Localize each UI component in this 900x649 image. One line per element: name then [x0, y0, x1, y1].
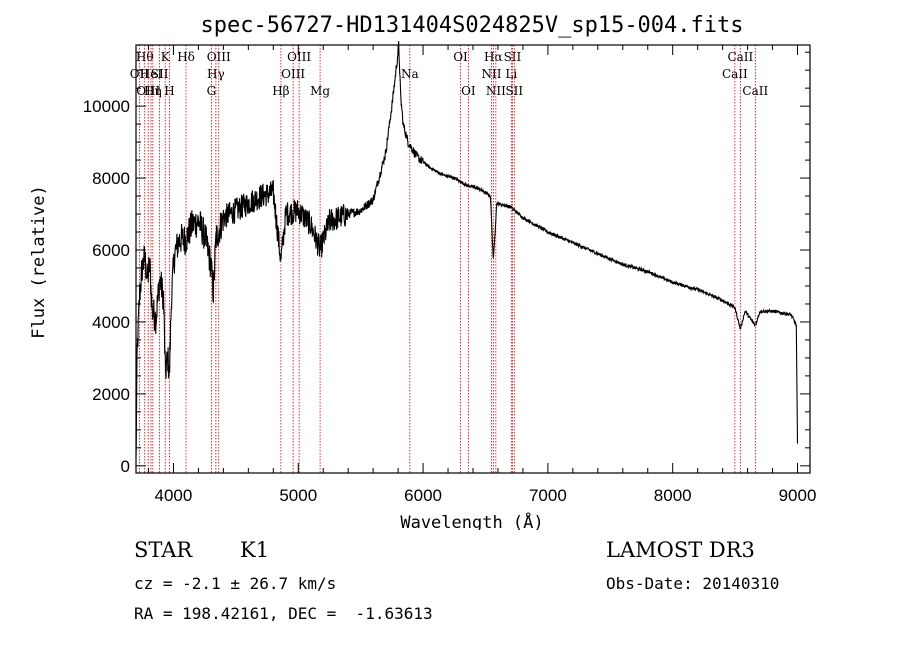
- line-marker-label: Hγ: [207, 67, 225, 81]
- line-marker-label: CaII: [727, 50, 753, 64]
- line-marker-label: SII: [151, 67, 169, 81]
- line-marker-label: G: [207, 84, 217, 98]
- line-marker-label: Hη: [144, 84, 162, 98]
- plot-frame: [135, 44, 811, 474]
- survey-name: LAMOST DR3: [606, 538, 755, 562]
- line-marker-label: K: [161, 50, 171, 64]
- spectrum-chart: spec-56727-HD131404S024825V_sp15-004.fit…: [29, 13, 817, 530]
- line-marker-label: NII: [481, 67, 501, 81]
- y-tick-label: 2000: [92, 385, 130, 404]
- x-axis-label: Wavelength (Å): [400, 511, 543, 530]
- y-axis-label: Flux (relative): [29, 185, 49, 339]
- line-marker-label: Hθ: [136, 50, 154, 64]
- object-subclass: K1: [240, 538, 270, 562]
- line-marker-label: OIII: [287, 50, 311, 64]
- line-marker-label: OIII: [136, 84, 160, 98]
- line-marker-label: OIII: [281, 67, 305, 81]
- line-marker-label: Li: [505, 67, 517, 81]
- line-marker-label: H: [164, 84, 174, 98]
- x-tick-label: 4000: [155, 486, 193, 505]
- x-tick-label: 9000: [779, 486, 817, 505]
- x-tick-label: 6000: [404, 486, 442, 505]
- x-tick-label: 8000: [654, 486, 692, 505]
- line-marker-label: Hβ: [272, 84, 289, 98]
- line-marker-label: Hα: [484, 50, 503, 64]
- y-tick-label: 8000: [92, 169, 130, 188]
- line-marker-label: OI: [461, 84, 476, 98]
- line-marker-label: SII: [505, 84, 523, 98]
- y-tick-label: 6000: [92, 241, 130, 260]
- emission-line-markers: OIIHθOIIIHηHeISIIKHHδGHγOIIIHβOIIIOIIIMg…: [130, 45, 768, 473]
- line-marker-label: Na: [401, 67, 419, 81]
- redshift-cz: cz = -2.1 ± 26.7 km/s: [134, 574, 337, 593]
- y-tick-label: 4000: [92, 313, 130, 332]
- y-tick-label: 0: [121, 457, 130, 476]
- line-marker-label: CaII: [722, 67, 748, 81]
- line-marker-label: NII: [486, 84, 506, 98]
- y-tick-label: 10000: [83, 97, 130, 116]
- object-class: STAR: [134, 538, 193, 562]
- spectrum-line: [135, 41, 799, 458]
- x-tick-label: 5000: [279, 486, 317, 505]
- observation-date: Obs-Date: 20140310: [606, 574, 780, 593]
- x-tick-label: 7000: [529, 486, 567, 505]
- chart-title: spec-56727-HD131404S024825V_sp15-004.fit…: [200, 13, 743, 38]
- line-marker-label: OIII: [207, 50, 231, 64]
- line-marker-label: CaII: [742, 84, 768, 98]
- coordinates: RA = 198.42161, DEC = -1.63613: [134, 604, 433, 623]
- line-marker-label: Mg: [310, 84, 330, 98]
- line-marker-label: SII: [504, 50, 522, 64]
- line-marker-label: HeI: [140, 67, 163, 81]
- line-marker-label: OI: [453, 50, 468, 64]
- axis-ticks: 4000 5000 6000 7000 8000 9000 0 2000 4000 6000 800…: [83, 45, 817, 505]
- line-marker-label: Hδ: [177, 50, 195, 64]
